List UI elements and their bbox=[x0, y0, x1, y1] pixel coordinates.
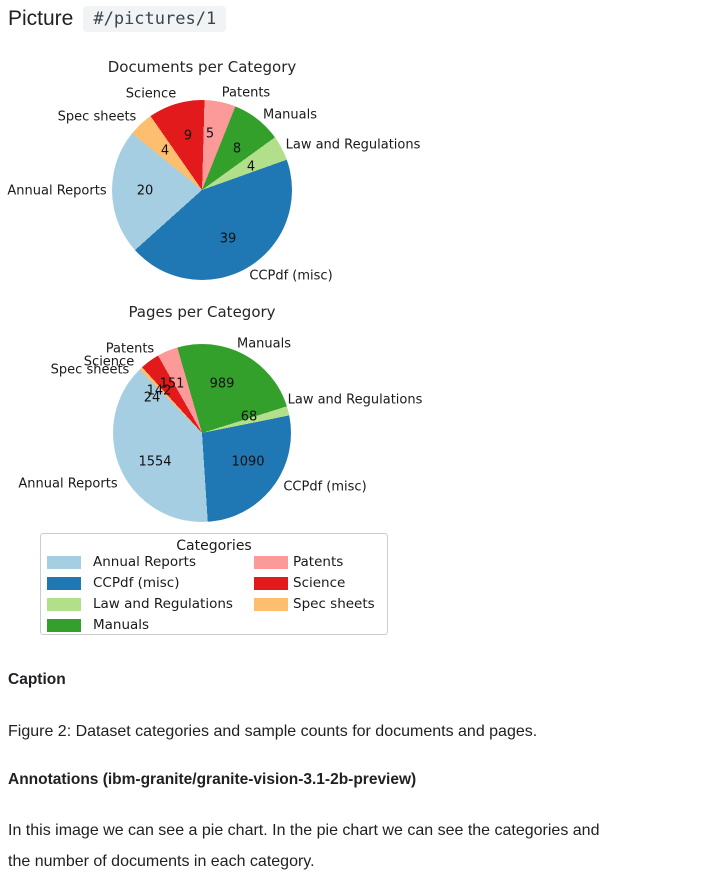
caption-heading: Caption bbox=[8, 671, 66, 688]
legend-label-annual-reports: Annual Reports bbox=[93, 554, 197, 570]
annotations-text-line-2: the number of documents in each category… bbox=[8, 853, 315, 870]
pie1-value-ccpdf: 39 bbox=[219, 231, 237, 247]
pie2-label-annual-reports: Annual Reports bbox=[18, 476, 118, 492]
pie1-value-manuals: 8 bbox=[232, 141, 242, 157]
legend-swatch-law-and-regulations bbox=[47, 598, 81, 611]
pie2-value-annual-reports: 1554 bbox=[138, 454, 172, 470]
legend-label-manuals: Manuals bbox=[93, 617, 150, 633]
legend-swatch-ccpdf bbox=[47, 577, 81, 590]
page-title: Picture bbox=[8, 7, 74, 31]
pie2-label-law-and-regulations: Law and Regulations bbox=[287, 392, 423, 408]
legend-label-science: Science bbox=[293, 575, 346, 591]
documents-pie bbox=[112, 100, 292, 280]
pie1-label-manuals: Manuals bbox=[262, 107, 318, 123]
legend-label-ccpdf: CCPdf (misc) bbox=[93, 575, 180, 591]
legend-box: Categories Annual Reports CCPdf (misc) L… bbox=[40, 533, 388, 635]
documents-pie-title: Documents per Category bbox=[107, 58, 297, 76]
pie2-value-ccpdf: 1090 bbox=[231, 454, 265, 470]
pie2-value-manuals: 989 bbox=[209, 376, 235, 392]
pie2-label-ccpdf: CCPdf (misc) bbox=[283, 479, 367, 495]
annotations-heading: Annotations (ibm-granite/granite-vision-… bbox=[8, 771, 417, 788]
pie1-label-science: Science bbox=[125, 86, 177, 102]
legend-swatch-patents bbox=[254, 556, 288, 569]
legend-swatch-annual-reports bbox=[47, 556, 81, 569]
legend-label-spec-sheets: Spec sheets bbox=[293, 596, 375, 612]
pie1-value-science: 9 bbox=[183, 128, 193, 144]
pie1-value-patents: 5 bbox=[205, 126, 215, 142]
pie1-label-spec-sheets: Spec sheets bbox=[57, 109, 137, 125]
pie2-value-science: 142 bbox=[146, 383, 172, 399]
annotations-text-line-1: In this image we can see a pie chart. In… bbox=[8, 822, 600, 839]
legend-title: Categories bbox=[176, 538, 252, 554]
legend-label-patents: Patents bbox=[293, 554, 344, 570]
legend-label-law-and-regulations: Law and Regulations bbox=[93, 596, 233, 612]
pages-pie-title: Pages per Category bbox=[128, 303, 276, 321]
pie1-value-annual-reports: 20 bbox=[136, 183, 154, 199]
pie1-label-law-and-regulations: Law and Regulations bbox=[285, 137, 421, 153]
figure: Documents per Category Science Patents S… bbox=[0, 55, 440, 645]
pie2-label-spec-sheets: Spec sheets bbox=[50, 362, 130, 378]
pie1-value-law-and-regulations: 4 bbox=[246, 159, 256, 175]
legend-swatch-spec-sheets bbox=[254, 598, 288, 611]
pie2-label-patents: Patents bbox=[105, 341, 155, 357]
picture-path-chip: #/pictures/1 bbox=[83, 6, 227, 33]
pie1-label-annual-reports: Annual Reports bbox=[7, 183, 107, 199]
pages-pie bbox=[113, 344, 291, 522]
annotations-text: In this image we can see a pie chart. In… bbox=[8, 815, 599, 877]
pie2-value-patents: 151 bbox=[159, 376, 185, 392]
header: Picture #/pictures/1 bbox=[8, 6, 227, 33]
pie2-label-science: Science bbox=[83, 354, 135, 370]
pie1-value-spec-sheets: 4 bbox=[160, 143, 170, 159]
pie2-value-law-and-regulations: 68 bbox=[240, 409, 258, 425]
legend-swatch-manuals bbox=[47, 619, 81, 632]
legend-swatch-science bbox=[254, 577, 288, 590]
pie2-value-spec-sheets: 24 bbox=[143, 390, 161, 406]
pie1-label-ccpdf: CCPdf (misc) bbox=[249, 268, 333, 284]
pie2-label-manuals: Manuals bbox=[236, 336, 292, 352]
pie1-label-patents: Patents bbox=[221, 85, 271, 101]
caption-text: Figure 2: Dataset categories and sample … bbox=[8, 723, 538, 740]
